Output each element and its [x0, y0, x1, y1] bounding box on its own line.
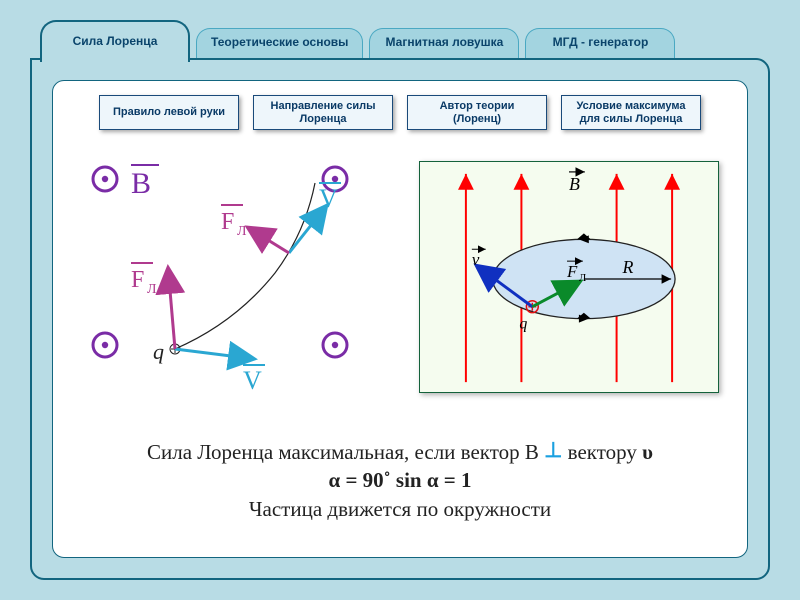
content-card: Правило левой руки Направление силы Лоре…	[52, 80, 748, 558]
vector-diagram-left: B q V	[75, 153, 395, 413]
svg-text:q: q	[519, 316, 527, 333]
svg-text:V: V	[319, 184, 338, 213]
main-panel: Правило левой руки Направление силы Лоре…	[30, 58, 770, 580]
caption-line1a: Сила Лоренца максимальная, если вектор В	[147, 440, 544, 464]
svg-text:F: F	[221, 209, 234, 235]
svg-text:F: F	[566, 262, 578, 281]
caption-line2: α = 90˚ sin α = 1	[328, 468, 471, 492]
b-label: B	[569, 172, 585, 194]
caption-line1b: вектору	[568, 440, 642, 464]
v-label: v	[472, 249, 486, 269]
trajectory-curve	[175, 183, 315, 349]
svg-text:q: q	[153, 339, 164, 364]
svg-text:B: B	[131, 167, 151, 200]
upsilon: υ	[642, 440, 653, 464]
sub-button-row: Правило левой руки Направление силы Лоре…	[53, 95, 747, 130]
btn-force-direction[interactable]: Направление силы Лоренца	[253, 95, 393, 130]
perp-symbol: ⊥	[544, 438, 562, 462]
f1-label: F Л	[131, 263, 157, 297]
btn-max-condition[interactable]: Условие максимума для силы Лоренца	[561, 95, 701, 130]
svg-text:Л: Л	[579, 272, 587, 284]
svg-text:V: V	[243, 366, 262, 395]
svg-text:B: B	[569, 174, 580, 194]
svg-text:Л: Л	[237, 224, 247, 239]
v1-label: V	[243, 365, 265, 395]
tab-lorentz-force[interactable]: Сила Лоренца	[40, 20, 190, 62]
b-vector-label: B	[131, 165, 159, 200]
force-vector-1	[168, 267, 175, 349]
caption-line3: Частица движется по окружности	[249, 497, 551, 521]
f2-label: F Л	[221, 205, 247, 239]
svg-text:F: F	[131, 267, 144, 293]
v2-label: V	[319, 183, 341, 213]
btn-lorentz-author[interactable]: Автор теории (Лоренц)	[407, 95, 547, 130]
svg-text:v: v	[472, 250, 480, 269]
field-ellipse-diagram: B R q	[419, 161, 719, 393]
velocity-vector-1	[175, 349, 255, 359]
svg-text:Л: Л	[147, 282, 157, 297]
btn-left-hand-rule[interactable]: Правило левой руки	[99, 95, 239, 130]
content-area: B q V	[53, 143, 747, 557]
radius-label: R	[622, 257, 634, 277]
caption-text: Сила Лоренца максимальная, если вектор В…	[53, 438, 747, 523]
force-vector-2	[247, 227, 289, 253]
